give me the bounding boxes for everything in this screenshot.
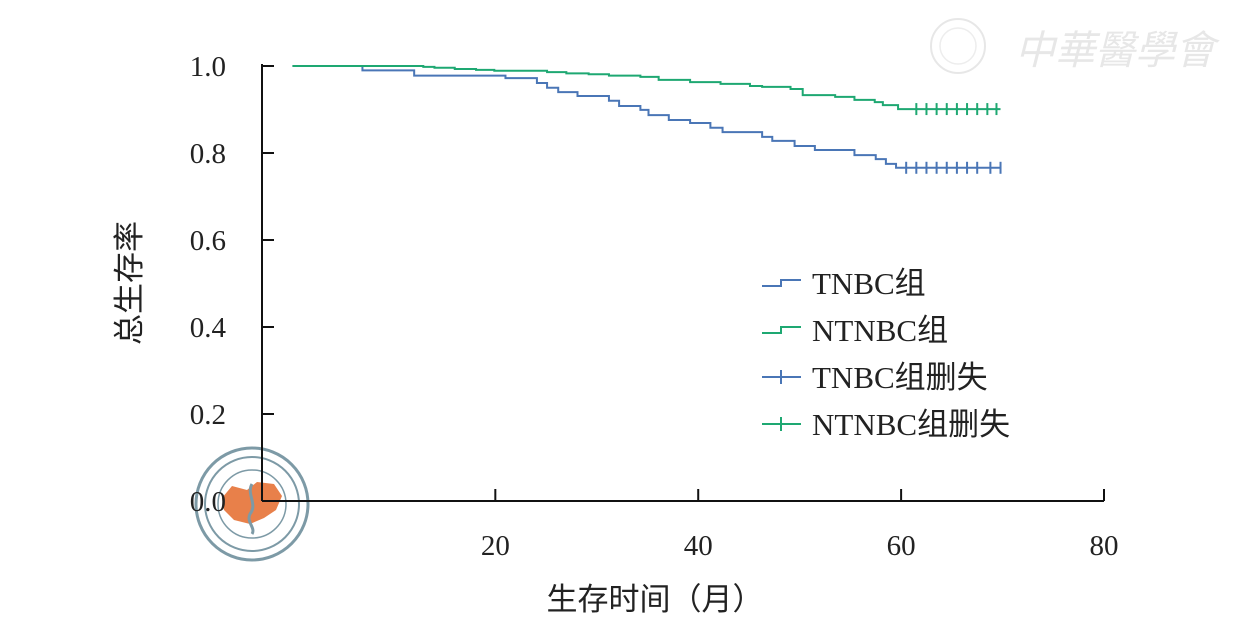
legend: TNBC组 NTNBC组 TNBC组删失 NTNBC组删失 [762, 266, 1010, 442]
cma-watermark-logo: 中華醫學會 [930, 18, 1220, 74]
cma-seal-logo [194, 446, 310, 562]
x-tick-label: 40 [684, 530, 713, 562]
y-tick-label: 1.0 [190, 51, 226, 83]
svg-text:中華醫學會: 中華醫學會 [1015, 28, 1220, 74]
y-tick-label: 0.4 [190, 312, 227, 344]
x-tick-label: 60 [887, 530, 916, 562]
x-tick-label: 20 [481, 530, 510, 562]
x-axis-label: 生存时间（月） [547, 582, 764, 618]
y-tick-label: 0.2 [190, 399, 226, 431]
survival-curve-tnbc [292, 65, 1001, 169]
y-axis-label: 总生存率 [112, 221, 148, 345]
legend-label: NTNBC组删失 [812, 407, 1010, 442]
survival-curve-ntnbc [292, 65, 1001, 111]
legend-label: TNBC组 [812, 266, 926, 301]
y-tick-label: 0.8 [190, 138, 226, 170]
y-tick-label: 0.0 [190, 486, 226, 518]
legend-symbol-step [762, 279, 801, 287]
legend-label: TNBC组删失 [812, 360, 988, 395]
legend-label: NTNBC组 [812, 313, 948, 348]
legend-symbol-step [762, 326, 801, 334]
x-tick-label: 80 [1090, 530, 1119, 562]
y-tick-label: 0.6 [190, 225, 226, 257]
